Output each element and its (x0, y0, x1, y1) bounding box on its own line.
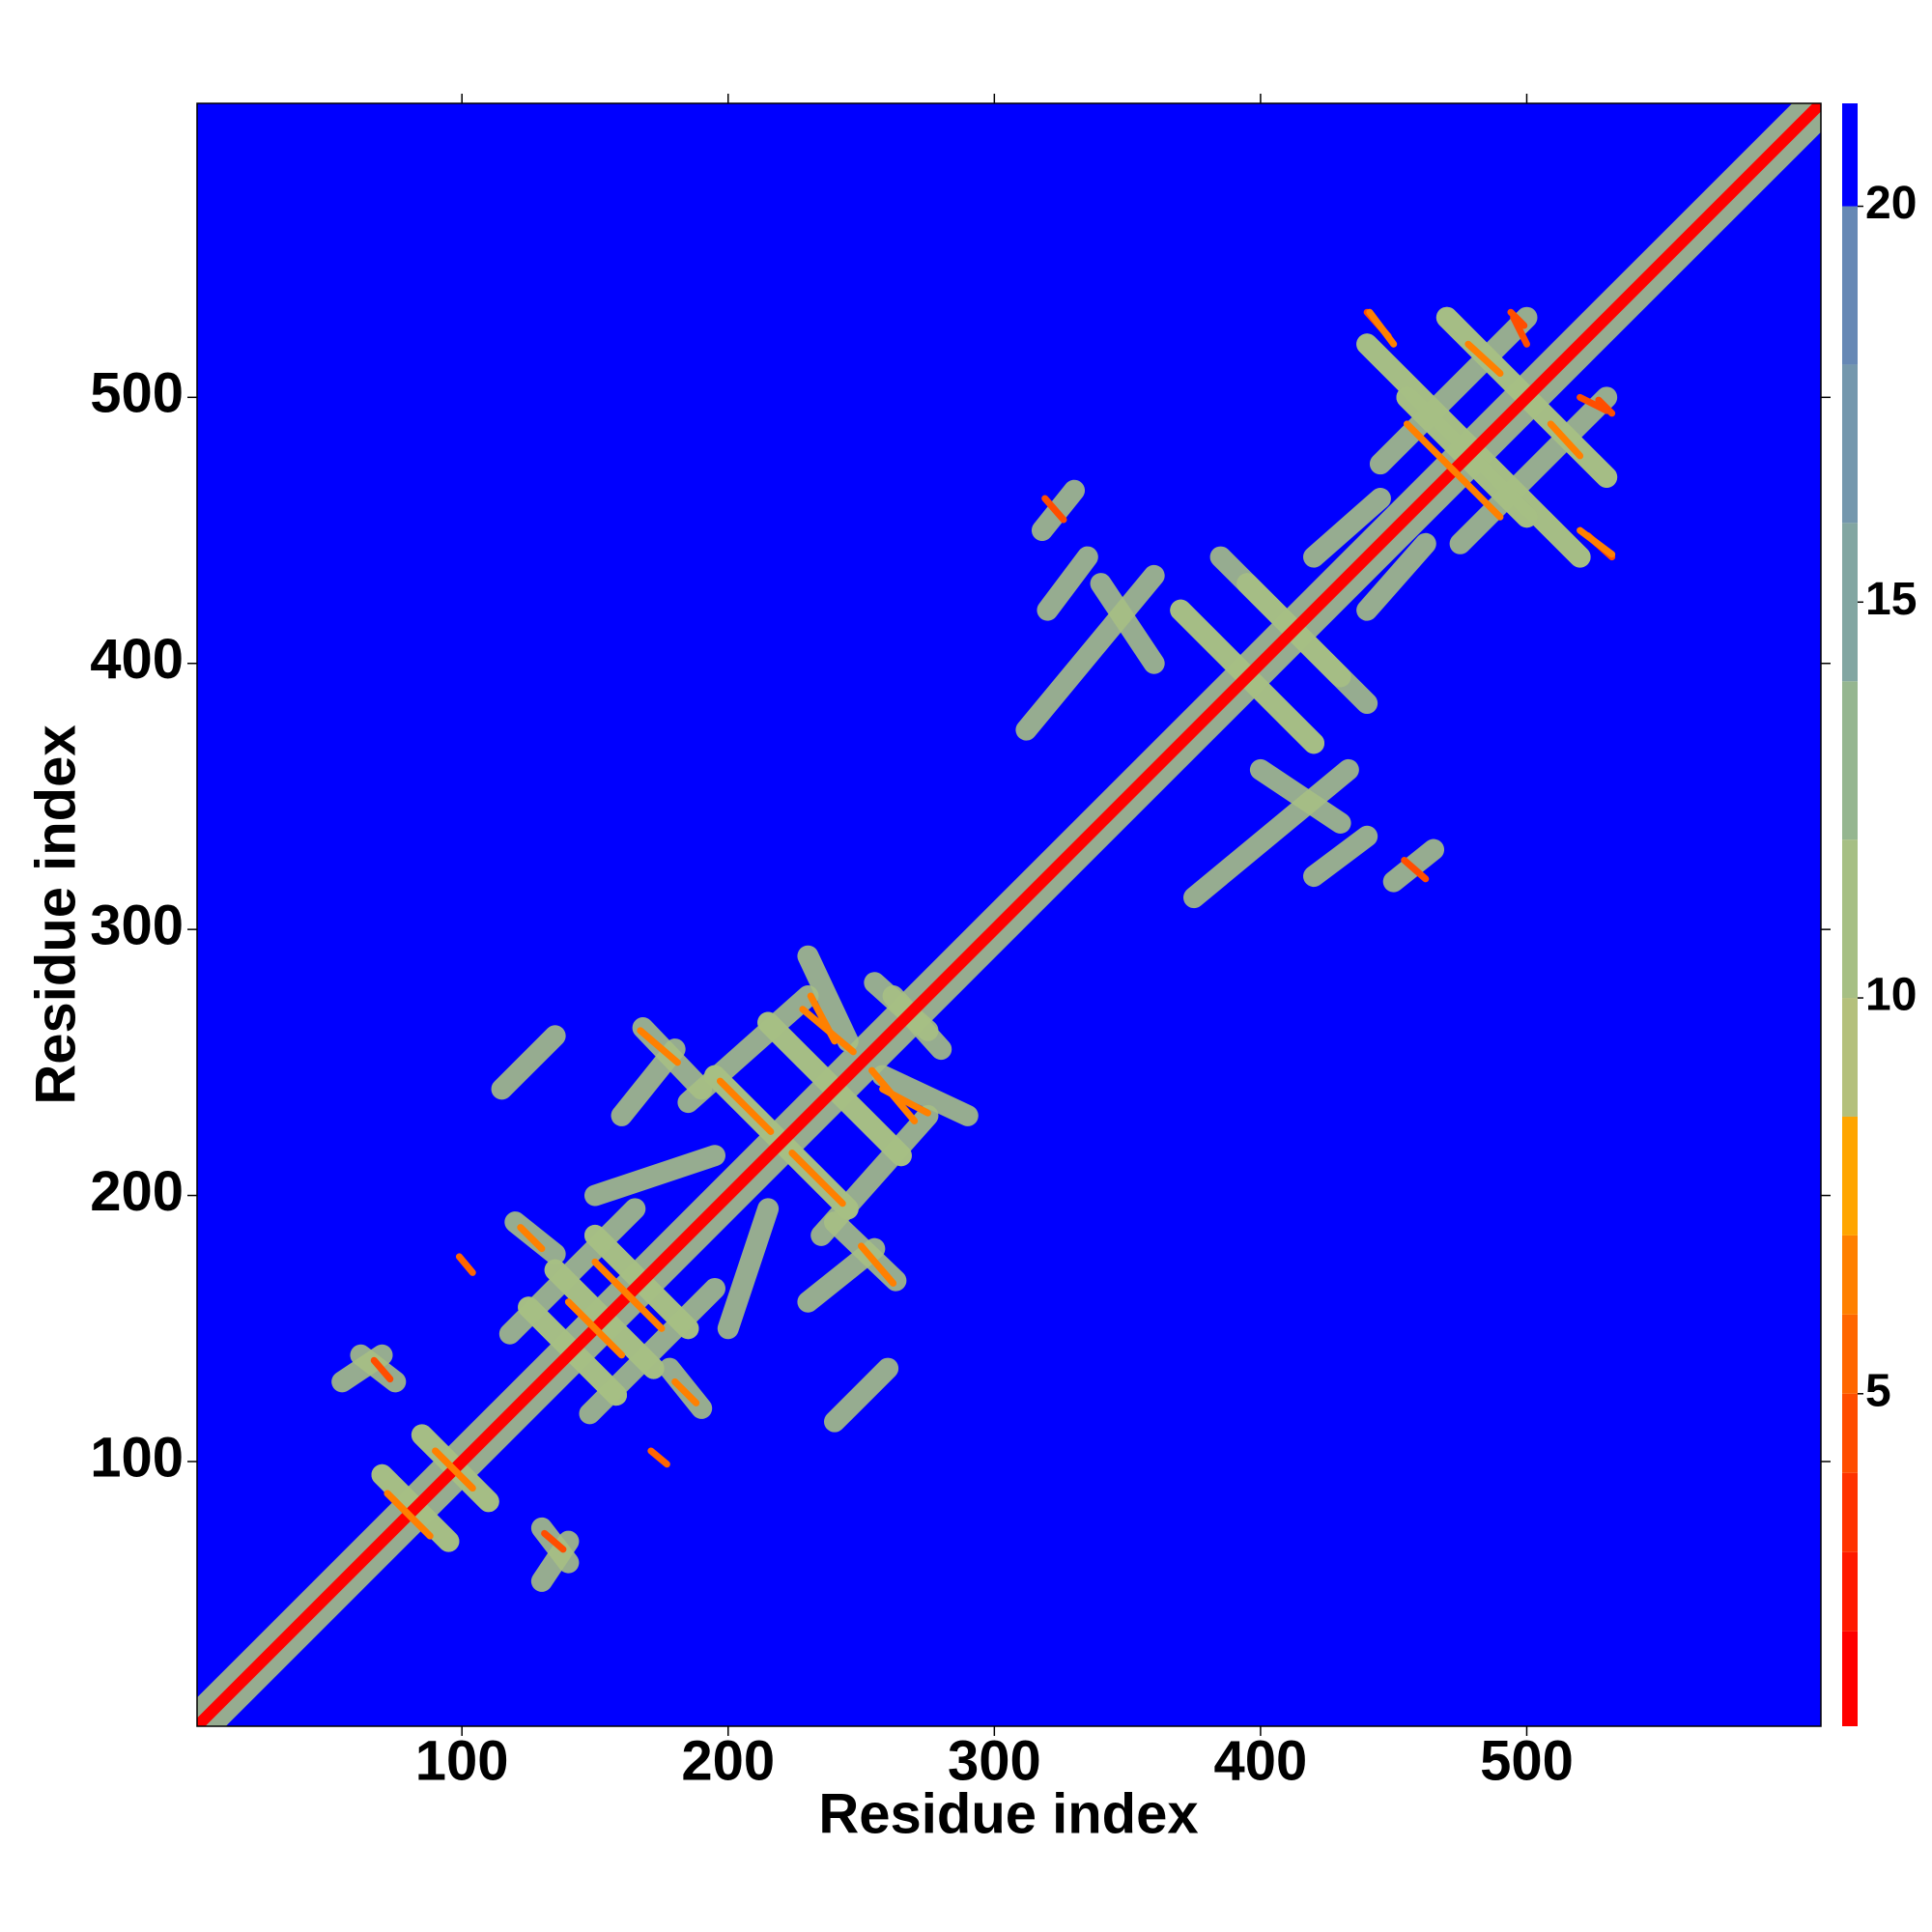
region (1303, 825, 1378, 888)
y-tick-label: 300 (90, 894, 184, 956)
region (498, 1198, 646, 1345)
colorbar-band (1842, 1551, 1858, 1632)
colorbar-tick-label: 20 (1865, 178, 1917, 229)
contact (432, 1447, 476, 1492)
contact (868, 1066, 919, 1124)
contact (647, 1447, 670, 1468)
contact (1464, 340, 1504, 378)
contact (671, 1378, 700, 1406)
x-axis-label: Residue index (818, 1782, 1198, 1845)
contact (637, 1027, 681, 1066)
contact (1041, 495, 1067, 524)
contact (197, 103, 1821, 1726)
contact (1403, 420, 1459, 475)
contact (717, 1077, 775, 1135)
y-tick-label: 500 (90, 362, 184, 425)
x-tick-label: 400 (1214, 1729, 1308, 1792)
contact (591, 1258, 666, 1332)
colorbar-band (1842, 1631, 1858, 1726)
region (1183, 758, 1359, 909)
colorbar-band (1842, 1116, 1858, 1236)
heatmap-cells (197, 103, 1821, 1726)
region (491, 1025, 566, 1100)
colorbar-band (1842, 206, 1858, 365)
region (1236, 573, 1378, 715)
region (882, 985, 952, 1061)
region (583, 1145, 725, 1207)
region (1037, 546, 1098, 621)
colorbar-band (1842, 364, 1858, 524)
region (611, 1038, 686, 1126)
x-tick-label: 200 (681, 1729, 775, 1792)
colorbar-band (1842, 998, 1858, 1117)
colorbar-tick-label: 15 (1865, 574, 1917, 625)
colorbar-band (1842, 1314, 1858, 1394)
contact (788, 1149, 846, 1208)
region (1369, 306, 1538, 475)
region (823, 1357, 899, 1433)
contact (1577, 393, 1610, 414)
contact (564, 1298, 626, 1359)
x-tick-label: 300 (948, 1729, 1041, 1792)
contact (1510, 314, 1530, 348)
region (1303, 487, 1391, 568)
colorbar-band (1842, 1472, 1858, 1552)
x-tick-label: 500 (1480, 1729, 1574, 1792)
colorbar-band (1842, 523, 1858, 682)
y-tick-label: 100 (90, 1426, 184, 1489)
region (1449, 386, 1618, 554)
region (871, 1065, 979, 1126)
contact (1547, 420, 1584, 460)
colorbar-band (1842, 839, 1858, 999)
colorbar-band (1842, 681, 1858, 840)
region (579, 1277, 725, 1425)
plot-frame (196, 102, 1822, 1727)
colorbar-band (1842, 103, 1858, 207)
contact (1448, 466, 1504, 521)
y-axis-label: Residue index (24, 724, 87, 1104)
contact (799, 1006, 857, 1056)
colorbar-tick-label: 10 (1865, 970, 1917, 1021)
contact (455, 1253, 476, 1276)
region (797, 1237, 886, 1313)
contact (1401, 857, 1430, 883)
contact (541, 1529, 567, 1553)
contact (384, 1490, 434, 1540)
contact (1366, 308, 1398, 348)
x-tick-label: 100 (415, 1729, 509, 1792)
region (717, 1198, 780, 1340)
contact (370, 1356, 394, 1383)
region (1015, 564, 1165, 741)
region (1356, 532, 1436, 621)
colorbar-band (1842, 1393, 1858, 1473)
contact (1577, 526, 1616, 558)
region (797, 945, 859, 1052)
colorbar-tick-label: 5 (1865, 1365, 1891, 1416)
y-tick-label: 200 (90, 1160, 184, 1223)
y-tick-label: 400 (90, 628, 184, 691)
colorbar-band (1842, 1235, 1858, 1315)
contact (517, 1224, 546, 1253)
contact (858, 1242, 897, 1287)
